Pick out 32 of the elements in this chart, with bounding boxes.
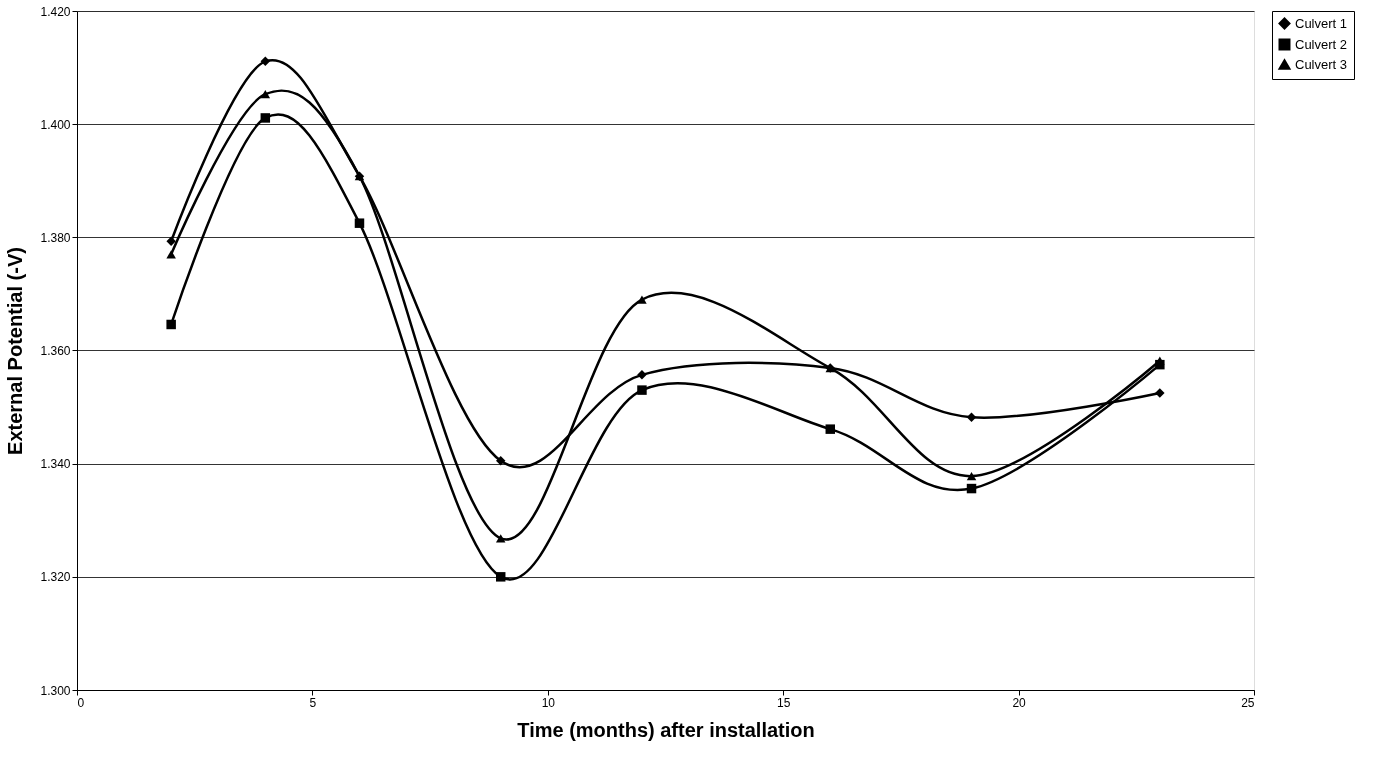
point <box>166 319 176 330</box>
point <box>966 483 977 494</box>
point <box>637 295 647 304</box>
point <box>637 385 647 395</box>
y-tick-label: 1.360 <box>40 344 71 358</box>
legend-label: Culvert 2 <box>1295 36 1348 52</box>
x-tick-label: 10 <box>541 695 556 710</box>
y-tick-label: 1.340 <box>40 457 71 472</box>
x-axis-title: Time (months) after installation <box>517 718 815 741</box>
point <box>966 472 977 481</box>
point <box>495 456 506 466</box>
legend-label: Culvert 1 <box>1295 15 1348 31</box>
point <box>260 56 271 67</box>
point <box>966 412 977 423</box>
x-tick-label: 25 <box>1241 695 1255 710</box>
x-tick-label: 20 <box>1012 695 1027 710</box>
y-tick-label: 1.400 <box>40 117 71 132</box>
x-tick-label: 5 <box>309 695 317 710</box>
legend-label: Culvert 3 <box>1295 56 1348 72</box>
x-tick-label: 0 <box>77 695 85 710</box>
y-tick-label: 1.300 <box>40 683 71 698</box>
point <box>166 236 176 247</box>
point <box>495 572 506 582</box>
point <box>260 113 271 123</box>
x-tick-label: 15 <box>777 695 791 710</box>
point <box>260 90 271 99</box>
point <box>354 218 365 228</box>
y-tick-label: 1.320 <box>40 570 71 585</box>
y-tick-label: 1.380 <box>40 230 71 245</box>
point <box>825 424 836 434</box>
y-axis-title: External Potential (-V) <box>4 247 27 455</box>
y-tick-label: 1.420 <box>40 4 71 19</box>
